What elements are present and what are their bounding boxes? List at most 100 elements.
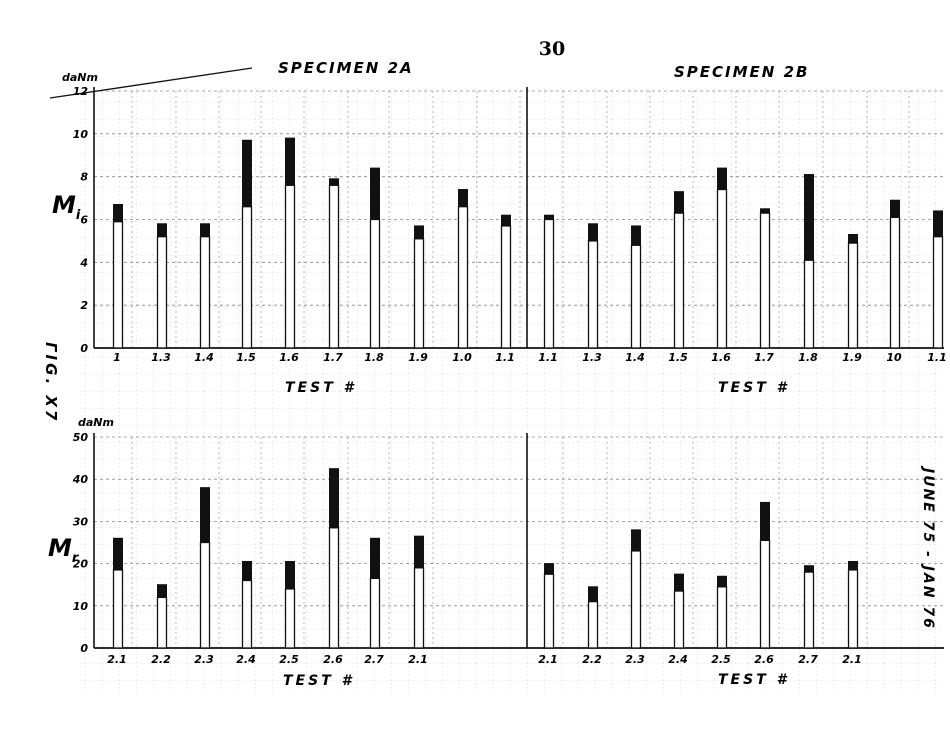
x-tick-label: 2.7 xyxy=(798,653,818,666)
unit-slash xyxy=(49,67,253,99)
bar-increment xyxy=(717,575,727,588)
x-tick-label: 1.5 xyxy=(668,351,688,364)
bar-base xyxy=(284,588,296,649)
bar-increment xyxy=(414,225,424,240)
bar-base xyxy=(543,573,555,649)
x-tick-label: 2.1 xyxy=(538,653,558,666)
x-tick-label: 2.4 xyxy=(236,653,256,666)
y-tick-label: 2 xyxy=(80,299,88,312)
y-tick-label: 4 xyxy=(79,256,88,269)
y-tick-label: 20 xyxy=(73,558,89,571)
bar-base xyxy=(413,238,425,349)
bar-base xyxy=(156,596,168,649)
bar-base xyxy=(847,242,859,349)
x-tick-label: 1.7 xyxy=(323,351,343,364)
bar-base xyxy=(241,579,253,649)
y-tick-label: 0 xyxy=(80,642,88,655)
bar-base xyxy=(112,569,124,649)
bottom-unit-label: daNm xyxy=(78,416,114,429)
bar-base xyxy=(369,577,381,649)
bar-increment xyxy=(588,586,598,603)
bottom-left-x-title: TEST # xyxy=(283,673,354,689)
bar-base xyxy=(328,184,340,349)
bar-base xyxy=(199,541,211,649)
x-tick-label: 10 xyxy=(886,351,902,364)
x-tick-label: 1 xyxy=(113,351,121,364)
bar-increment xyxy=(329,178,339,186)
x-tick-label: 1.8 xyxy=(364,351,384,364)
top-left-x-title: TEST # xyxy=(285,380,356,396)
bar-increment xyxy=(544,214,554,220)
bar-increment xyxy=(370,167,380,221)
x-tick-label: 2.3 xyxy=(625,653,645,666)
bar-increment xyxy=(200,487,210,544)
bar-increment xyxy=(329,468,339,529)
x-tick-label: 2.2 xyxy=(151,653,171,666)
bar-base xyxy=(889,216,901,349)
y-tick-label: 12 xyxy=(73,85,89,98)
x-tick-labels: 1 1.3 1.4 1.5 1.6 1.7 1.8 1.9 1.0 1.1 1.1 1.3 1.4 1.5… xyxy=(107,351,947,666)
bar-increment xyxy=(760,501,770,541)
bar-base xyxy=(759,539,771,649)
page-number: 30 xyxy=(539,38,565,60)
top-symbol: Mi xyxy=(52,191,81,223)
y-tick-labels: 0 2 4 6 8 10 12 0 10 20 30 40 50 xyxy=(72,85,89,655)
x-tick-label: 1.4 xyxy=(625,351,645,364)
bar-increment xyxy=(242,139,252,208)
bar-base xyxy=(500,225,512,349)
specimen-2b-title: SPECIMEN 2B xyxy=(674,63,809,81)
x-tick-label: 2.1 xyxy=(107,653,127,666)
x-tick-label: 1.6 xyxy=(711,351,731,364)
x-tick-label: 1.1 xyxy=(538,351,558,364)
bar-increment xyxy=(414,535,424,569)
bars xyxy=(112,137,944,649)
y-tick-label: 30 xyxy=(73,515,89,528)
bar-base xyxy=(156,235,168,349)
bar-base xyxy=(328,527,340,649)
bar-increment xyxy=(544,563,554,575)
bar-increment xyxy=(285,137,295,186)
bar-base xyxy=(543,218,555,349)
top-unit-label: daNm xyxy=(62,71,98,84)
bar-increment xyxy=(370,537,380,579)
figure-side-label: ΓΙG. X7 xyxy=(42,342,60,423)
bar-increment xyxy=(631,529,641,552)
bar-increment xyxy=(157,223,167,238)
x-tick-label: 1.0 xyxy=(452,351,472,364)
x-tick-label: 2.3 xyxy=(194,653,214,666)
bar-increment xyxy=(588,223,598,242)
x-tick-label: 1.9 xyxy=(842,351,862,364)
bar-base xyxy=(587,240,599,349)
bar-increment xyxy=(674,191,684,214)
x-tick-label: 2.7 xyxy=(364,653,384,666)
bar-increment xyxy=(501,214,511,227)
bar-increment xyxy=(848,560,858,571)
bar-base xyxy=(413,567,425,649)
bar-increment xyxy=(157,584,167,598)
y-tick-label: 8 xyxy=(80,171,88,184)
bottom-symbol: Mr xyxy=(48,534,80,566)
bar-base xyxy=(759,212,771,349)
x-tick-label: 1.3 xyxy=(582,351,602,364)
bar-increment xyxy=(890,199,900,218)
bar-increment xyxy=(113,204,123,223)
bar-base xyxy=(716,188,728,349)
y-tick-label: 0 xyxy=(80,342,88,355)
y-tick-label: 10 xyxy=(73,128,89,141)
bar-base xyxy=(716,586,728,649)
x-tick-label: 2.6 xyxy=(754,653,774,666)
bar-base xyxy=(112,220,124,349)
bar-base xyxy=(369,218,381,349)
bar-base xyxy=(199,235,211,349)
bar-base xyxy=(457,205,469,349)
bar-base xyxy=(630,244,642,349)
bar-base xyxy=(630,550,642,649)
bar-base xyxy=(241,205,253,349)
bar-base xyxy=(803,259,815,349)
bar-base xyxy=(673,590,685,649)
x-tick-label: 2.6 xyxy=(323,653,343,666)
graph-paper-grid xyxy=(80,88,942,692)
bar-increment xyxy=(458,189,468,208)
bar-base xyxy=(932,235,944,349)
